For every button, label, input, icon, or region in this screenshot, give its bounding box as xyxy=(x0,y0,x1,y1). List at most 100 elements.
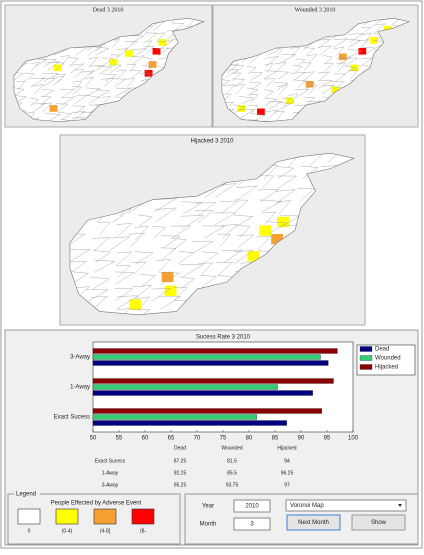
cell-edge xyxy=(32,102,47,113)
table-header: Dead xyxy=(174,445,186,451)
cell-edge xyxy=(131,285,153,300)
legend-color-box xyxy=(55,508,79,525)
cell-edge xyxy=(178,251,194,264)
cell-edge xyxy=(116,69,128,80)
dropdown-arrow xyxy=(398,504,402,507)
cell-edge xyxy=(86,87,101,96)
show-button[interactable] xyxy=(351,514,406,531)
cell-edge xyxy=(152,226,167,239)
cell-edge xyxy=(215,262,234,276)
cell-edge xyxy=(109,236,131,251)
cell-edge xyxy=(24,72,35,81)
month-value[interactable]: 3 xyxy=(250,522,254,528)
x-tick-label: 60 xyxy=(142,436,149,442)
map-type-dropdown[interactable] xyxy=(285,499,407,512)
cell-edge xyxy=(307,85,318,95)
cell-edge xyxy=(264,89,275,98)
cell-edge xyxy=(263,97,278,106)
year-label: Year xyxy=(202,504,214,510)
cell-edge xyxy=(130,262,147,275)
cell-edge xyxy=(257,189,280,203)
cell-edge xyxy=(92,250,112,263)
cell-edge xyxy=(151,288,172,302)
cell-edge xyxy=(256,235,272,250)
cell-edge xyxy=(55,103,69,112)
cell-edge xyxy=(233,83,246,94)
cell-edge xyxy=(246,65,257,75)
cell-edge xyxy=(246,87,259,96)
region-cell xyxy=(277,216,289,228)
cell-edge xyxy=(137,214,153,228)
cell-edge xyxy=(134,251,154,265)
cell-edge xyxy=(143,40,153,51)
cell-edge xyxy=(232,72,242,82)
cell-edge xyxy=(217,233,232,247)
year-value[interactable]: 2010 xyxy=(245,504,259,510)
cell-edge xyxy=(69,261,88,275)
legend-label: Wounded xyxy=(375,356,401,362)
cell-edge xyxy=(93,259,116,273)
table-cell: 92.25 xyxy=(174,470,187,476)
cell-edge xyxy=(223,84,236,94)
map-type-value[interactable]: Voronoi Map xyxy=(290,503,324,509)
cell-edge xyxy=(275,189,296,204)
x-tick-label: 100 xyxy=(348,436,359,442)
x-tick-label: 55 xyxy=(116,436,123,442)
cell-edge xyxy=(87,45,103,56)
cell-edge xyxy=(372,23,386,34)
year-input[interactable] xyxy=(233,499,271,513)
show-label[interactable]: Show xyxy=(371,520,387,526)
cell-edge xyxy=(317,45,333,56)
cell-edge xyxy=(96,66,113,75)
controls-group xyxy=(184,493,419,545)
region-cell xyxy=(49,105,58,112)
cell-edge xyxy=(361,47,376,56)
cell-edge xyxy=(42,89,55,98)
next-month-button[interactable] xyxy=(286,514,341,531)
cell-edge xyxy=(45,113,61,122)
cell-edge xyxy=(115,265,131,279)
cell-edge xyxy=(281,54,297,63)
cell-edge xyxy=(264,63,274,73)
cell-edge xyxy=(16,80,26,90)
legend-swatch xyxy=(359,355,373,361)
cell-edge xyxy=(145,32,157,41)
cell-edge xyxy=(348,69,359,79)
cell-edge xyxy=(171,237,188,251)
cell-edge xyxy=(180,215,205,229)
cell-edge xyxy=(273,82,289,91)
cell-edge xyxy=(116,251,133,266)
cell-edge xyxy=(233,104,247,113)
cell-edge xyxy=(80,70,95,81)
cell-edge xyxy=(13,94,27,104)
legend-color-label: (4-8] xyxy=(100,528,111,534)
next-month-label[interactable]: Next Month xyxy=(298,520,329,526)
cell-edge xyxy=(334,73,347,82)
table-cell: 97 xyxy=(284,482,290,488)
cell-edge xyxy=(46,61,60,72)
cell-edge xyxy=(114,288,134,301)
country-border xyxy=(221,17,411,123)
cell-edge xyxy=(363,18,378,26)
y-tick-label: 1-Away xyxy=(70,385,90,391)
cell-edge xyxy=(173,287,188,301)
cell-edge xyxy=(250,113,266,122)
cell-edge xyxy=(277,71,290,80)
cell-edge xyxy=(60,55,71,65)
cell-edge xyxy=(295,58,306,67)
cell-edge xyxy=(347,49,363,58)
cell-edge xyxy=(90,276,110,290)
month-input[interactable] xyxy=(233,517,271,531)
cell-edge xyxy=(130,70,142,79)
cell-edge xyxy=(40,58,58,67)
legend-color-label: (8- xyxy=(140,528,146,534)
cell-edge xyxy=(60,97,75,106)
cell-edge xyxy=(53,62,65,71)
table-header: Wounded xyxy=(221,445,243,451)
cell-edge xyxy=(274,61,288,73)
cell-edge xyxy=(361,26,372,36)
cell-edge xyxy=(116,48,129,58)
table-cell: 96.25 xyxy=(281,470,294,476)
x-tick-label: 50 xyxy=(90,436,97,442)
cell-edge xyxy=(130,309,151,315)
